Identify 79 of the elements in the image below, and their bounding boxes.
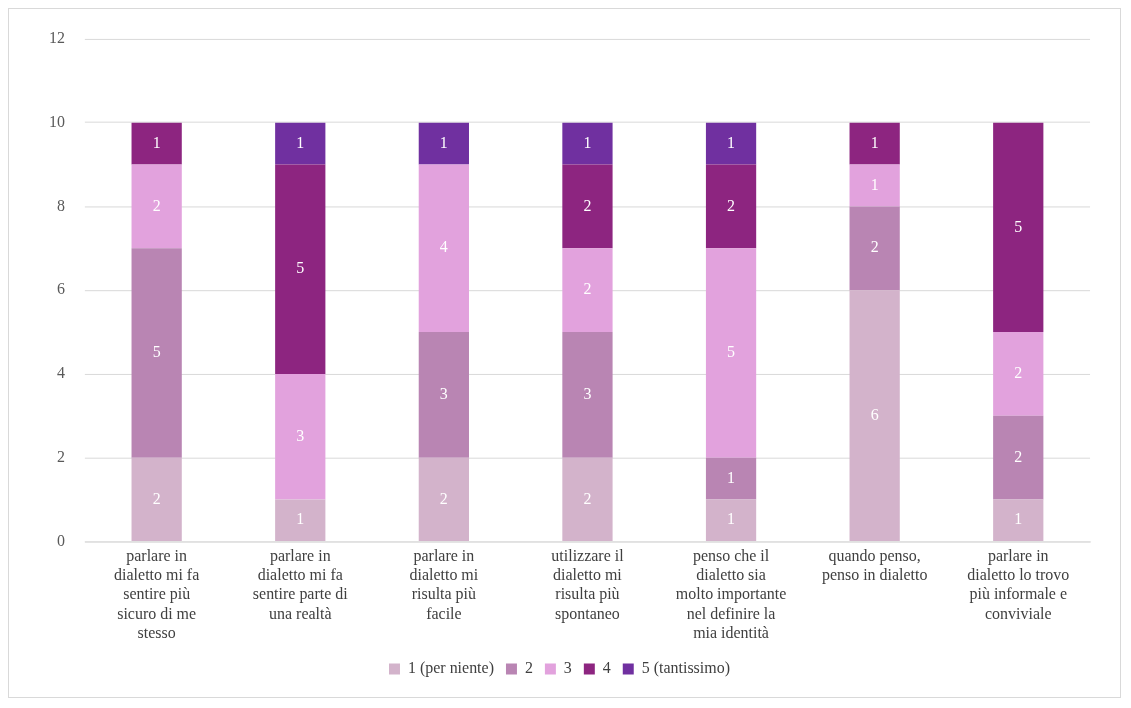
data-label: 1 (727, 468, 736, 486)
data-label: 6 (870, 405, 879, 423)
data-label: 1 (296, 510, 305, 528)
bar (562, 332, 613, 458)
bar (849, 164, 900, 207)
y-tick-label: 0 (56, 531, 65, 549)
bar (131, 248, 182, 458)
bar (849, 290, 900, 541)
bar (131, 122, 182, 165)
data-label: 1 (870, 175, 879, 193)
y-tick-label: 2 (56, 447, 65, 465)
data-label: 3 (296, 426, 305, 444)
y-tick-label: 12 (48, 29, 65, 47)
legend-label: 1 (per niente) (407, 659, 494, 678)
data-label: 2 (583, 196, 592, 214)
bar (993, 332, 1044, 416)
data-label: 5 (152, 343, 161, 361)
data-label: 3 (439, 385, 448, 403)
bar (562, 457, 613, 541)
data-label: 1 (152, 133, 161, 151)
bar (418, 332, 469, 458)
bar (849, 122, 900, 165)
bar (562, 122, 613, 165)
data-label: 2 (1014, 447, 1023, 465)
bar (418, 164, 469, 333)
x-tick-label: quando penso, penso in dialetto (821, 547, 928, 585)
data-label: 5 (727, 343, 736, 361)
data-label: 1 (439, 133, 448, 151)
legend-label: 3 (563, 659, 572, 677)
x-tick-label: parlare in dialetto mi risulta più facile (409, 547, 479, 622)
y-tick-label: 8 (56, 196, 65, 214)
data-label: 2 (727, 196, 736, 214)
data-label: 1 (583, 133, 592, 151)
bar (275, 499, 326, 541)
data-label: 3 (583, 385, 592, 403)
bar (418, 122, 469, 165)
y-tick-label: 10 (48, 112, 65, 130)
bar (993, 499, 1044, 541)
legend-label: 2 (524, 659, 533, 677)
x-tick-label: parlare in dialetto mi fa sentire parte di una realtà (252, 547, 349, 622)
bar (562, 248, 613, 333)
data-label: 2 (152, 489, 161, 507)
bar (705, 122, 757, 165)
data-label: 2 (1014, 364, 1023, 382)
data-label: 4 (439, 238, 448, 256)
bar (131, 457, 182, 541)
data-label: 1 (296, 133, 305, 151)
bar (275, 373, 326, 500)
y-tick-label: 4 (56, 364, 65, 382)
data-label: 1 (1014, 510, 1023, 528)
x-tick-label: parlare in dialetto mi fa sentire più sicuro di me stesso (114, 547, 200, 641)
data-label: 5 (296, 259, 305, 277)
data-label: 2 (583, 489, 592, 507)
bar (562, 164, 613, 249)
bar (993, 122, 1044, 333)
data-label: 1 (727, 510, 736, 528)
x-tick-label: penso che il dialetto sia molto importante nel definire la mia identità (675, 547, 787, 641)
data-label: 1 (727, 133, 736, 151)
data-label: 2 (152, 196, 161, 214)
data-label: 2 (583, 280, 592, 298)
x-tick-label: parlare in dialetto lo trovo più informale e conviviale (967, 547, 1070, 622)
bar (705, 164, 757, 249)
bar (705, 457, 757, 500)
bar (993, 415, 1044, 500)
bar (705, 248, 757, 458)
data-label: 2 (870, 238, 879, 256)
bar (705, 499, 757, 541)
bar (275, 122, 326, 165)
bar (418, 457, 469, 541)
legend-label: 5 (tantissimo) (641, 659, 730, 678)
legend-label: 4 (602, 659, 611, 677)
bar (275, 164, 326, 374)
x-tick-label: utilizzare il dialetto mi risulta più spontaneo (551, 547, 625, 623)
data-label: 2 (439, 489, 448, 507)
bar (849, 206, 900, 291)
y-tick-label: 6 (56, 280, 65, 298)
data-label: 1 (870, 133, 879, 151)
data-label: 5 (1014, 217, 1023, 235)
bar (131, 164, 182, 249)
